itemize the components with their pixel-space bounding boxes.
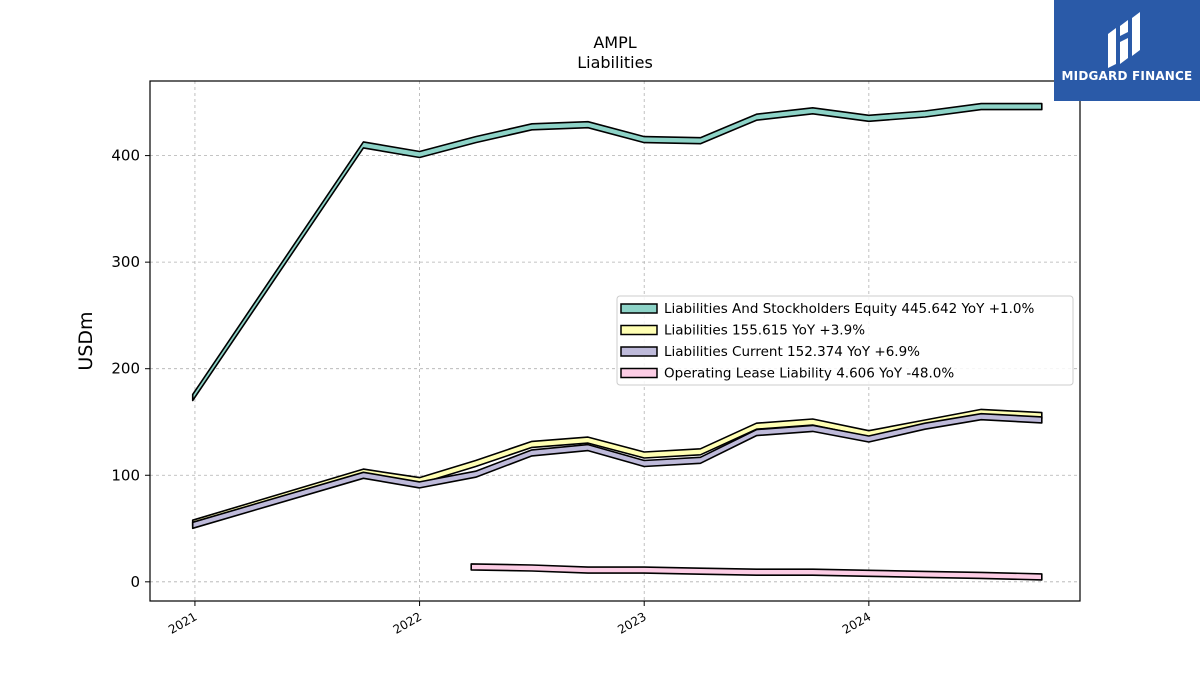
legend-swatch (620, 346, 658, 357)
legend-swatch (620, 324, 658, 336)
logo-text: MIDGARD FINANCE (1061, 69, 1193, 83)
chart-title: AMPL (593, 33, 636, 52)
legend-swatch (620, 303, 658, 314)
series-areas (191, 102, 1043, 581)
legend-entry: Operating Lease Liability 4.606 YoY -48.… (664, 366, 954, 382)
x-tick-label: 2022 (391, 609, 424, 636)
legend-entry: Liabilities 155.615 YoY +3.9% (664, 323, 865, 339)
x-ticks: 2021 2022 2023 2024 (166, 601, 873, 637)
series-band-operating-lease-liability (470, 563, 1043, 581)
legend-entry: Liabilities And Stockholders Equity 445.… (664, 301, 1034, 317)
y-tick-label: 300 (111, 253, 140, 271)
legend: Liabilities And Stockholders Equity 445.… (616, 295, 1074, 386)
x-tick-label: 2021 (166, 609, 199, 636)
y-ticks: 0 100 200 300 400 (111, 147, 150, 591)
plot-frame (149, 80, 1081, 602)
y-tick-label: 200 (111, 360, 140, 378)
logo-mark-icon (1108, 12, 1140, 68)
series-band-liabilities-and-stockholders-equity (191, 102, 1043, 402)
series-band-liabilities-current (191, 412, 1043, 530)
x-tick-label: 2023 (615, 609, 648, 636)
legend-entry: Liabilities Current 152.374 YoY +6.9% (664, 344, 920, 360)
y-axis-label: USDm (75, 311, 97, 370)
legend-swatch (620, 367, 658, 379)
y-tick-label: 400 (111, 147, 140, 165)
x-tick-label: 2024 (840, 609, 873, 636)
chart-subtitle: Liabilities (577, 53, 653, 72)
y-tick-label: 100 (111, 466, 140, 484)
legend-box (616, 295, 1074, 386)
y-tick-label: 0 (130, 573, 140, 591)
midgard-finance-logo: MIDGARD FINANCE (1054, 0, 1200, 101)
